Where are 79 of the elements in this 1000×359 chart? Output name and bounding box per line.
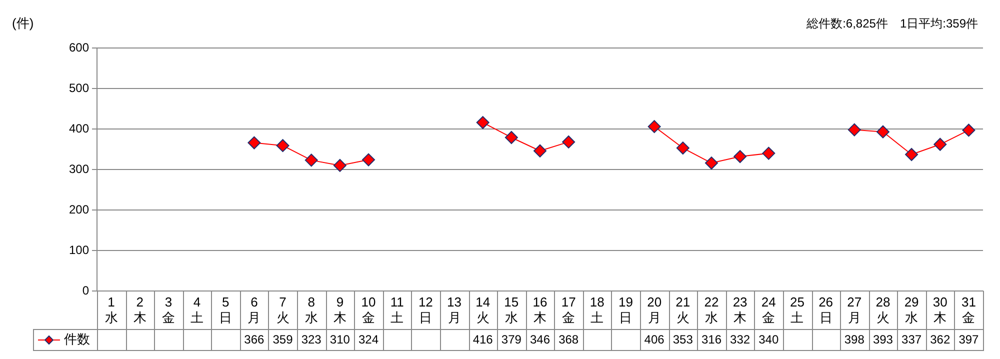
point bbox=[848, 123, 861, 136]
x-tick-label: 24 金 bbox=[761, 294, 776, 325]
x-tick-label: 20 月 bbox=[647, 294, 662, 325]
x-tick-label: 18 土 bbox=[590, 294, 604, 325]
data-label: 332 bbox=[730, 332, 750, 346]
data-label: 379 bbox=[501, 332, 522, 346]
point bbox=[476, 116, 490, 130]
y-tick-label: 100 bbox=[68, 242, 90, 257]
x-tick-label: 19 日 bbox=[618, 294, 633, 325]
y-tick-label: 300 bbox=[68, 162, 90, 176]
x-tick-label: 27 月 bbox=[847, 294, 862, 325]
point bbox=[504, 131, 518, 144]
data-label: 316 bbox=[701, 332, 722, 346]
data-label: 337 bbox=[902, 332, 922, 346]
data-label: 353 bbox=[672, 332, 694, 346]
x-tick-label: 25 土 bbox=[790, 294, 804, 325]
data-label: 362 bbox=[930, 332, 950, 346]
x-tick-label: 10 金 bbox=[361, 294, 376, 325]
point bbox=[962, 124, 976, 137]
point bbox=[734, 150, 747, 164]
data-label: 398 bbox=[844, 332, 865, 346]
x-tick-label: 11 土 bbox=[390, 294, 404, 325]
x-tick-label: 6 月 bbox=[248, 294, 261, 325]
x-tick-label: 23 木 bbox=[732, 294, 748, 325]
y-tick-label: 200 bbox=[68, 202, 90, 216]
x-tick-label: 21 火 bbox=[676, 294, 690, 325]
data-label: 359 bbox=[272, 332, 294, 346]
data-label: 397 bbox=[958, 332, 980, 346]
y-axis-title: (件) bbox=[12, 16, 34, 31]
x-tick-label: 4 土 bbox=[190, 294, 204, 325]
point bbox=[362, 153, 376, 166]
x-tick-label: 26 日 bbox=[818, 294, 834, 325]
point bbox=[304, 154, 318, 167]
x-tick-label: 3 金 bbox=[162, 294, 175, 325]
y-tick-label: 600 bbox=[68, 40, 90, 54]
x-tick-label: 9 木 bbox=[333, 294, 346, 325]
point bbox=[276, 139, 290, 152]
point bbox=[333, 158, 346, 172]
x-tick-label: 8 水 bbox=[304, 294, 318, 325]
y-tick-label: 0 bbox=[82, 283, 90, 298]
x-tick-label: 22 水 bbox=[704, 294, 719, 325]
x-tick-label: 28 火 bbox=[876, 294, 890, 325]
data-label: 406 bbox=[644, 332, 665, 346]
data-label: 346 bbox=[530, 332, 550, 346]
data-label: 393 bbox=[872, 332, 894, 346]
x-tick-label: 30 木 bbox=[932, 294, 948, 325]
point bbox=[762, 146, 776, 160]
data-label: 368 bbox=[558, 332, 579, 346]
x-tick-label: 1 水 bbox=[104, 294, 118, 325]
point bbox=[562, 135, 576, 148]
y-tick-label: 400 bbox=[68, 121, 90, 136]
x-tick-label: 17 金 bbox=[561, 294, 576, 325]
x-tick-label: 5 日 bbox=[219, 294, 232, 325]
data-label: 416 bbox=[472, 332, 494, 346]
x-tick-label: 29 水 bbox=[904, 294, 919, 325]
legend-label: 件数 bbox=[64, 332, 90, 347]
y-tick-label: 500 bbox=[68, 80, 90, 95]
point bbox=[876, 125, 890, 138]
point bbox=[534, 144, 546, 158]
text: 総件数:6,825件 1日平均:359件 bbox=[806, 16, 978, 30]
data-label: 340 bbox=[758, 332, 779, 346]
x-tick-label: 16 木 bbox=[532, 294, 548, 325]
point bbox=[248, 136, 261, 150]
point bbox=[648, 120, 661, 134]
point bbox=[704, 156, 718, 170]
point bbox=[934, 138, 947, 151]
x-tick-label: 2 木 bbox=[133, 294, 146, 325]
x-tick-label: 15 水 bbox=[504, 294, 519, 325]
data-label: 323 bbox=[301, 332, 322, 346]
point bbox=[905, 148, 918, 162]
x-tick-label: 13 月 bbox=[447, 294, 462, 325]
x-tick-label: 14 火 bbox=[476, 294, 490, 325]
x-tick-label: 7 火 bbox=[276, 294, 290, 325]
point bbox=[676, 142, 690, 155]
data-label: 366 bbox=[244, 332, 265, 346]
x-tick-label: 12 日 bbox=[418, 294, 433, 325]
x-tick-label: 31 金 bbox=[961, 294, 976, 325]
data-label: 310 bbox=[330, 332, 350, 346]
data-label: 324 bbox=[358, 332, 379, 346]
